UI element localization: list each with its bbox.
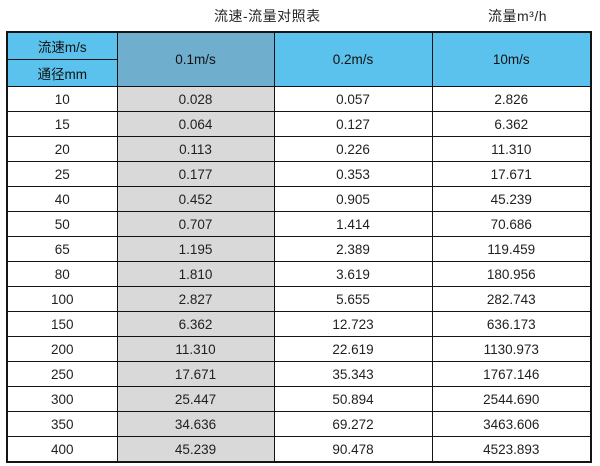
diameter-cell: 150 (6, 311, 118, 337)
flow-value-cell: 5.655 (273, 286, 433, 312)
diameter-cell: 10 (6, 86, 118, 112)
table-row: 25 0.177 0.353 17.671 (6, 161, 592, 187)
table-row: 15 0.064 0.127 6.362 (6, 111, 592, 137)
diameter-cell: 350 (6, 411, 118, 437)
diameter-cell: 20 (6, 136, 118, 162)
flow-value-cell: 0.127 (273, 111, 433, 137)
flow-value-cell: 0.707 (116, 211, 275, 237)
diameter-cell: 250 (6, 361, 118, 387)
diameter-cell: 15 (6, 111, 118, 137)
diameter-cell: 25 (6, 161, 118, 187)
flow-value-cell: 119.459 (431, 236, 592, 262)
flow-value-cell: 25.447 (116, 386, 275, 412)
flow-value-cell: 0.452 (116, 186, 275, 212)
flow-value-cell: 35.343 (273, 361, 433, 387)
flow-rate-table: 流速m/s 0.1m/s 0.2m/s 10m/s 通径mm 10 0.028 0.… (6, 31, 592, 463)
flow-value-cell: 2.827 (116, 286, 275, 312)
table-row: 50 0.707 1.414 70.686 (6, 211, 592, 237)
diameter-cell: 50 (6, 211, 118, 237)
flow-value-cell: 12.723 (273, 311, 433, 337)
flow-value-cell: 282.743 (431, 286, 592, 312)
flow-value-cell: 2.826 (431, 86, 592, 112)
table-row: 400 45.239 90.478 4523.893 (6, 436, 592, 463)
diameter-cell: 80 (6, 261, 118, 287)
flow-value-cell: 11.310 (116, 336, 275, 362)
flow-value-cell: 70.686 (431, 211, 592, 237)
flow-value-cell: 1130.973 (431, 336, 592, 362)
flow-value-cell: 69.272 (273, 411, 433, 437)
table-row: 10 0.028 0.057 2.826 (6, 86, 592, 112)
flow-value-cell: 0.905 (273, 186, 433, 212)
table-row: 100 2.827 5.655 282.743 (6, 286, 592, 312)
table-row: 200 11.310 22.619 1130.973 (6, 336, 592, 362)
table-row: 300 25.447 50.894 2544.690 (6, 386, 592, 412)
flow-unit-label: 流量m³/h (488, 7, 547, 24)
flow-value-cell: 3463.606 (431, 411, 592, 437)
table-row: 20 0.113 0.226 11.310 (6, 136, 592, 162)
corner-velocity-label: 流速m/s (6, 31, 118, 60)
table-row: 40 0.452 0.905 45.239 (6, 186, 592, 212)
flow-value-cell: 6.362 (431, 111, 592, 137)
column-header-10ms: 10m/s (431, 31, 592, 87)
flow-value-cell: 50.894 (273, 386, 433, 412)
corner-diameter-label: 通径mm (6, 59, 118, 87)
table-header: 流速m/s 0.1m/s 0.2m/s 10m/s 通径mm (6, 31, 592, 87)
flow-value-cell: 0.113 (116, 136, 275, 162)
diameter-cell: 400 (6, 436, 118, 463)
flow-value-cell: 0.177 (116, 161, 275, 187)
flow-value-cell: 11.310 (431, 136, 592, 162)
flow-value-cell: 0.064 (116, 111, 275, 137)
caption-row: 流速-流量对照表 流量m³/h (0, 0, 600, 31)
diameter-cell: 40 (6, 186, 118, 212)
flow-value-cell: 17.671 (431, 161, 592, 187)
flow-value-cell: 636.173 (431, 311, 592, 337)
flow-value-cell: 45.239 (116, 436, 275, 463)
flow-value-cell: 17.671 (116, 361, 275, 387)
table-body: 10 0.028 0.057 2.826 15 0.064 0.127 6.362 20 0.11… (6, 86, 592, 463)
column-header-0-2ms: 0.2m/s (273, 31, 433, 87)
column-header-0-1ms: 0.1m/s (116, 31, 275, 87)
flow-value-cell: 180.956 (431, 261, 592, 287)
flow-value-cell: 22.619 (273, 336, 433, 362)
table-row: 250 17.671 35.343 1767.146 (6, 361, 592, 387)
flow-value-cell: 6.362 (116, 311, 275, 337)
flow-value-cell: 1.810 (116, 261, 275, 287)
flow-value-cell: 1.414 (273, 211, 433, 237)
table-row: 65 1.195 2.389 119.459 (6, 236, 592, 262)
table-title: 流速-流量对照表 (214, 7, 321, 24)
flow-value-cell: 2544.690 (431, 386, 592, 412)
diameter-cell: 300 (6, 386, 118, 412)
flow-value-cell: 4523.893 (431, 436, 592, 463)
flow-value-cell: 90.478 (273, 436, 433, 463)
diameter-cell: 65 (6, 236, 118, 262)
table-row: 150 6.362 12.723 636.173 (6, 311, 592, 337)
flow-value-cell: 3.619 (273, 261, 433, 287)
flow-value-cell: 0.057 (273, 86, 433, 112)
flow-value-cell: 45.239 (431, 186, 592, 212)
flow-value-cell: 2.389 (273, 236, 433, 262)
table-row: 350 34.636 69.272 3463.606 (6, 411, 592, 437)
diameter-cell: 100 (6, 286, 118, 312)
flow-value-cell: 1.195 (116, 236, 275, 262)
flow-value-cell: 34.636 (116, 411, 275, 437)
diameter-cell: 200 (6, 336, 118, 362)
flow-value-cell: 1767.146 (431, 361, 592, 387)
flow-value-cell: 0.353 (273, 161, 433, 187)
flow-value-cell: 0.226 (273, 136, 433, 162)
flow-value-cell: 0.028 (116, 86, 275, 112)
table-row: 80 1.810 3.619 180.956 (6, 261, 592, 287)
